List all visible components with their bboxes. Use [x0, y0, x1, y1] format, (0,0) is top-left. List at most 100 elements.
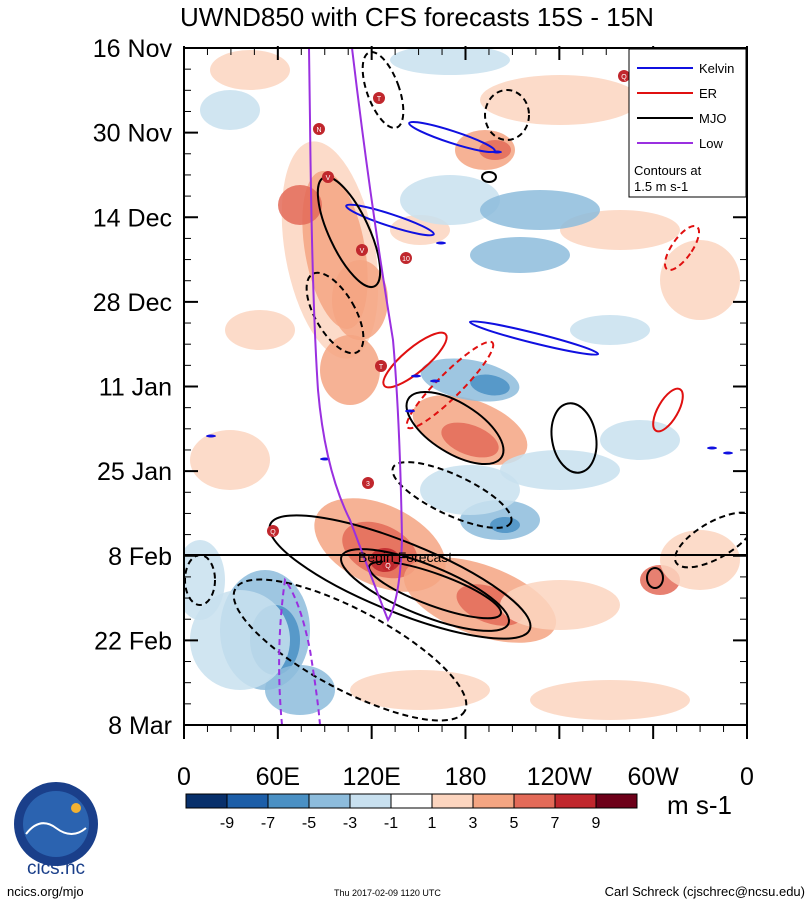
y-tick-label: 28 Dec: [93, 289, 172, 317]
colorbar-swatch: [267, 793, 310, 809]
y-tick-label: 11 Jan: [99, 374, 172, 402]
field-blob: [320, 335, 380, 405]
footer-author: Carl Schreck (cjschrec@ncsu.edu): [604, 884, 805, 899]
y-tick-label: 16 Nov: [93, 35, 173, 63]
kelvin-contour: [405, 409, 415, 413]
mjo-contour: [484, 89, 530, 141]
colorbar-swatch: [554, 793, 597, 809]
field-blob: [420, 465, 520, 515]
field-blob: [190, 590, 290, 690]
field-blob: [480, 75, 640, 125]
logo-text: cics.nc: [27, 858, 85, 879]
field-blob: [500, 450, 620, 490]
storm-marker: V: [322, 171, 334, 183]
colorbar-swatch: [472, 793, 515, 809]
legend-label-low: Low: [699, 136, 723, 151]
mjo-contour: [367, 560, 503, 620]
colorbar-swatch: [185, 793, 228, 809]
mjo-contour: [232, 578, 468, 722]
legend-label-mjo: MJO: [699, 111, 726, 126]
storm-marker: Q: [618, 70, 630, 82]
colorbar-swatch: [308, 793, 351, 809]
storm-marker-icon: [373, 92, 385, 104]
er-contour: [382, 331, 448, 389]
kelvin-contour: [707, 446, 717, 450]
field-blob: [500, 580, 620, 630]
kelvin-contour: [468, 320, 600, 356]
y-tick-label: 22 Feb: [94, 627, 172, 655]
colorbar-label: -9: [220, 815, 234, 832]
mjo-contour: [268, 514, 532, 640]
y-tick-label: 14 Dec: [93, 204, 172, 232]
colorbar-label: -1: [384, 815, 398, 832]
colorbar-swatch: [595, 793, 638, 809]
colorbar-label: -3: [343, 815, 357, 832]
storm-marker: 3: [362, 477, 374, 489]
y-tick-label: 25 Jan: [97, 458, 172, 486]
kelvin-contour: [345, 203, 435, 237]
kelvin-contour: [723, 451, 733, 455]
field-blob: [530, 680, 690, 720]
x-tick-label: 0: [740, 763, 754, 791]
kelvin-contour: [206, 434, 216, 438]
field-blob: [490, 517, 520, 533]
x-tick-label: 120E: [342, 763, 400, 791]
mjo-contour: [646, 567, 664, 589]
storm-marker: Q: [382, 559, 394, 571]
storm-marker-label: T: [379, 364, 384, 371]
x-tick-label: 120W: [527, 763, 593, 791]
colorbar-label: 7: [551, 815, 560, 832]
wave-filter-contours: [184, 48, 747, 725]
field-blob: [470, 237, 570, 273]
field-blob: [600, 420, 680, 460]
field-blob: [200, 90, 260, 130]
mjo-contour: [391, 461, 513, 529]
mjo-contour: [481, 171, 497, 183]
legend-note: 1.5 m s-1: [634, 179, 688, 194]
storm-marker: N: [313, 123, 325, 135]
storm-marker: T: [373, 92, 385, 104]
kelvin-contour: [492, 150, 502, 154]
storm-marker-icon: [382, 559, 394, 571]
er-contour: [663, 224, 701, 272]
field-blob: [441, 422, 499, 458]
colorbar-label: -7: [261, 815, 275, 832]
y-tick-label: 30 Nov: [93, 120, 173, 148]
legend-box: [628, 48, 747, 198]
forecast-start-label: Begin Forecast: [358, 549, 452, 565]
kelvin-contour: [436, 241, 446, 245]
field-blob: [190, 430, 270, 490]
y-tick-label: 8 Mar: [108, 712, 172, 740]
legend-note: Contours at: [634, 163, 702, 178]
colorbar-swatch: [390, 793, 433, 809]
storm-marker-icon: [356, 244, 368, 256]
y-tick-label: 8 Feb: [108, 543, 172, 571]
low-contour: [308, 48, 404, 623]
field-blob: [390, 48, 510, 75]
storm-marker-icon: [313, 123, 325, 135]
mjo-contour: [340, 548, 510, 632]
colorbar-units: m s-1: [667, 790, 732, 820]
legend: Kelvin ER MJO Low Contours at1.5 m s-1: [628, 48, 747, 198]
storm-marker-label: Q: [621, 74, 627, 81]
wind-anomaly-field: [184, 48, 740, 720]
colorbar-label: 1: [428, 815, 437, 832]
legend-label-er: ER: [699, 86, 717, 101]
kelvin-contour: [411, 374, 421, 378]
field-blob: [480, 190, 600, 230]
storm-marker-icon: [322, 171, 334, 183]
footer-timestamp: Thu 2017-02-09 1120 UTC: [334, 888, 441, 898]
mjo-contour: [305, 271, 365, 355]
field-blob: [225, 310, 295, 350]
storm-marker-icon: [375, 360, 387, 372]
x-tick-label: 180: [445, 763, 487, 791]
storm-marker-label: 3: [366, 481, 370, 488]
storm-marker-icon: [362, 477, 374, 489]
storm-marker-icon: [267, 525, 279, 537]
storm-marker: T: [375, 360, 387, 372]
mjo-contour: [361, 51, 405, 129]
mjo-contour: [405, 390, 505, 466]
colorbar-label: 3: [469, 815, 478, 832]
